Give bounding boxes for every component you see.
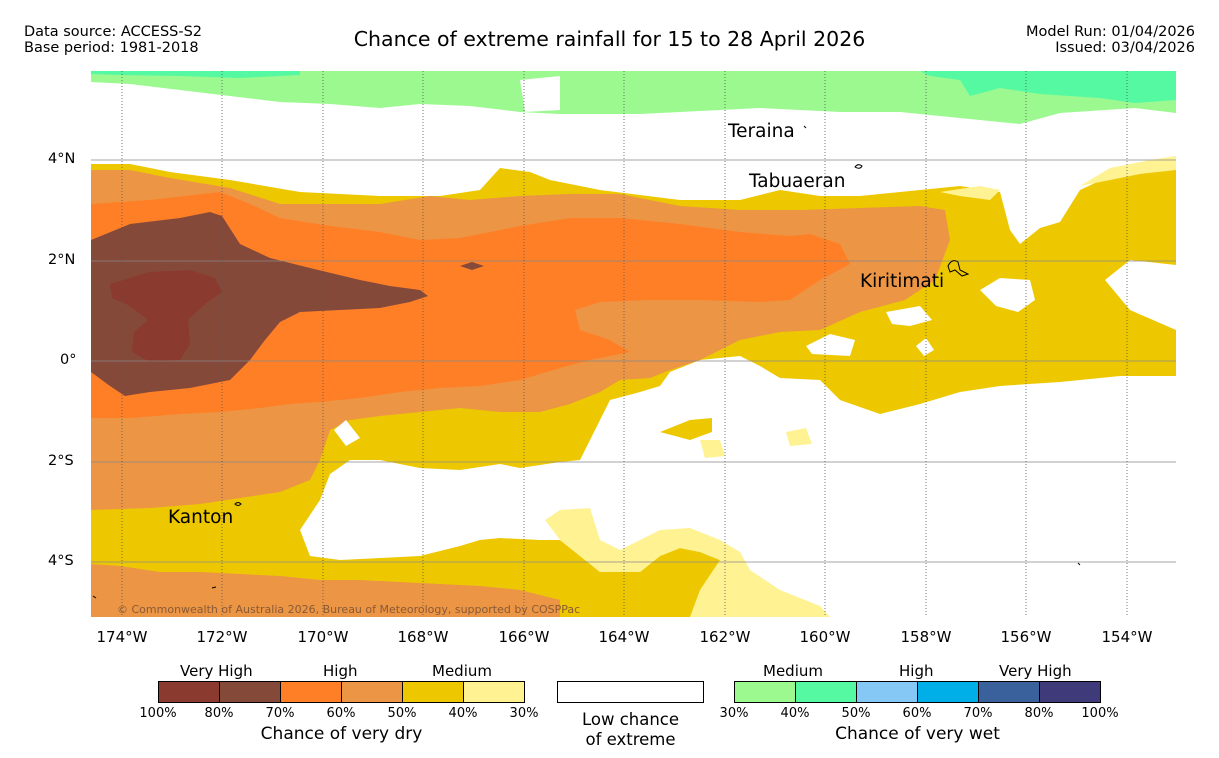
- lon-label-166w: 166°W: [498, 628, 550, 646]
- kiritimati-island: [947, 260, 970, 277]
- lat-label-2n: 2°N: [48, 252, 76, 268]
- dry-30-40-region-mid: [700, 440, 725, 458]
- legend-swatch-wet-30-40: [734, 681, 796, 703]
- legend-dry-caption: Chance of very dry: [260, 724, 423, 744]
- legend-wet-tick: 60%: [902, 706, 932, 721]
- legend-low-line2: of extreme: [585, 730, 676, 749]
- legend-dry-tick: 70%: [265, 706, 295, 721]
- legend-wet-tick: 40%: [780, 706, 810, 721]
- place-label-kiritimati: Kiritimati: [860, 271, 945, 292]
- legend-wet-tick: 30%: [719, 706, 749, 721]
- legend-swatch-low-chance: [557, 681, 704, 703]
- legend-wet-tick: 50%: [841, 706, 871, 721]
- lat-label-4n: 4°N: [48, 151, 76, 167]
- issued-text: Issued: 03/04/2026: [1055, 40, 1195, 56]
- legend-wet-caption: Chance of very wet: [835, 724, 1000, 744]
- legend-dry-tick: 30%: [509, 706, 539, 721]
- lon-label-160w: 160°W: [799, 628, 851, 646]
- lon-label-154w: 154°W: [1101, 628, 1153, 646]
- low-chance-patch-a: [980, 278, 1035, 312]
- legend-wet-tick: 70%: [963, 706, 993, 721]
- legend-dry-tick: 80%: [204, 706, 234, 721]
- place-label-tabuaeran: Tabuaeran: [749, 171, 846, 192]
- legend-wet-tick: 100%: [1081, 706, 1119, 721]
- legend-swatch-wet-70-80: [978, 681, 1040, 703]
- copyright-text: © Commonwealth of Australia 2026, Bureau…: [117, 603, 581, 616]
- dry-70-80-patch: [460, 262, 484, 270]
- legend-swatch-wet-50-60: [856, 681, 918, 703]
- legend-wet-group-medium: Medium: [763, 662, 823, 680]
- small-island-b: [1077, 562, 1081, 566]
- wet-30-40-region: [91, 71, 1176, 124]
- lon-label-172w: 172°W: [196, 628, 248, 646]
- legend-low-line1: Low chance: [581, 710, 680, 729]
- legend-swatch-wet-80-100: [1039, 681, 1101, 703]
- legend-dry-tick: 60%: [326, 706, 356, 721]
- model-run-text: Model Run: 01/04/2026: [1025, 24, 1195, 40]
- place-label-teraina: Teraina: [728, 121, 795, 142]
- very-dry-80-100-region: [110, 270, 222, 362]
- legend-swatch-wet-40-50: [795, 681, 857, 703]
- low-chance-patch-f: [520, 76, 560, 112]
- legend-wet-tick: 80%: [1024, 706, 1054, 721]
- wet-40-50-region: [91, 71, 300, 78]
- base-period-text: Base period: 1981-2018: [24, 40, 199, 56]
- wet-40-50-region-east: [920, 71, 1176, 103]
- lon-label-170w: 170°W: [297, 628, 349, 646]
- legend-swatch-dry-30-40: [463, 681, 525, 703]
- place-label-kanton: Kanton: [168, 507, 234, 528]
- lat-label-0: 0°: [60, 352, 77, 368]
- legend-wet-group-high: High: [899, 662, 934, 680]
- legend-dry-group-medium: Medium: [432, 662, 492, 680]
- teraina-island: [803, 125, 807, 129]
- dry-30-40-region-south: [545, 508, 830, 617]
- dry-40-50-patch: [660, 418, 712, 440]
- lat-label-4s: 4°S: [48, 553, 74, 569]
- legend-dry-group-high: High: [323, 662, 358, 680]
- lon-label-164w: 164°W: [598, 628, 650, 646]
- map-meridians: [121, 71, 1128, 617]
- map-title: Chance of extreme rainfall for 15 to 28 …: [353, 27, 866, 51]
- legend-swatch-wet-60-70: [917, 681, 979, 703]
- legend-dry-group-very-high: Very High: [180, 662, 253, 680]
- map-grid: [91, 159, 1176, 563]
- legend-swatch-dry-40-50: [402, 681, 464, 703]
- data-source-text: Data source: ACCESS-S2: [24, 24, 203, 40]
- header-info-left: Data source: ACCESS-S2 Base period: 1981…: [24, 24, 202, 56]
- lon-label-174w: 174°W: [96, 628, 148, 646]
- island-outlines: [92, 125, 1081, 599]
- dry-30-40-region-patch: [786, 428, 812, 446]
- tabuaeran-island: [854, 164, 863, 169]
- legend-swatch-dry-60-70: [280, 681, 342, 703]
- legend-dry-tick: 100%: [139, 706, 177, 721]
- lat-label-2s: 2°S: [48, 453, 74, 469]
- low-chance-patch-e: [334, 420, 360, 446]
- map-field: [91, 71, 1176, 617]
- low-chance-patch-b: [886, 306, 932, 326]
- legend-dry-tick: 50%: [387, 706, 417, 721]
- dry-60-70-region: [91, 192, 850, 418]
- low-chance-patch-c: [806, 334, 855, 356]
- dry-30-40-region-east: [1080, 156, 1176, 186]
- kanton-island: [234, 502, 242, 506]
- small-island-c: [92, 595, 97, 599]
- lon-label-158w: 158°W: [900, 628, 952, 646]
- lon-label-168w: 168°W: [397, 628, 449, 646]
- small-island-a: [211, 586, 217, 589]
- header-info-right: Model Run: 01/04/2026 Issued: 03/04/2026: [1026, 24, 1195, 56]
- legend-swatch-dry-80-100: [158, 681, 220, 703]
- dry-30-40-region-north: [940, 186, 1000, 200]
- lon-label-156w: 156°W: [1000, 628, 1052, 646]
- legend-wet-group-very-high: Very High: [999, 662, 1072, 680]
- legend-swatch-dry-50-60: [341, 681, 403, 703]
- legend-swatch-dry-70-80: [219, 681, 281, 703]
- low-chance-patch-d: [916, 338, 934, 356]
- legend-dry-tick: 40%: [448, 706, 478, 721]
- lon-label-162w: 162°W: [699, 628, 751, 646]
